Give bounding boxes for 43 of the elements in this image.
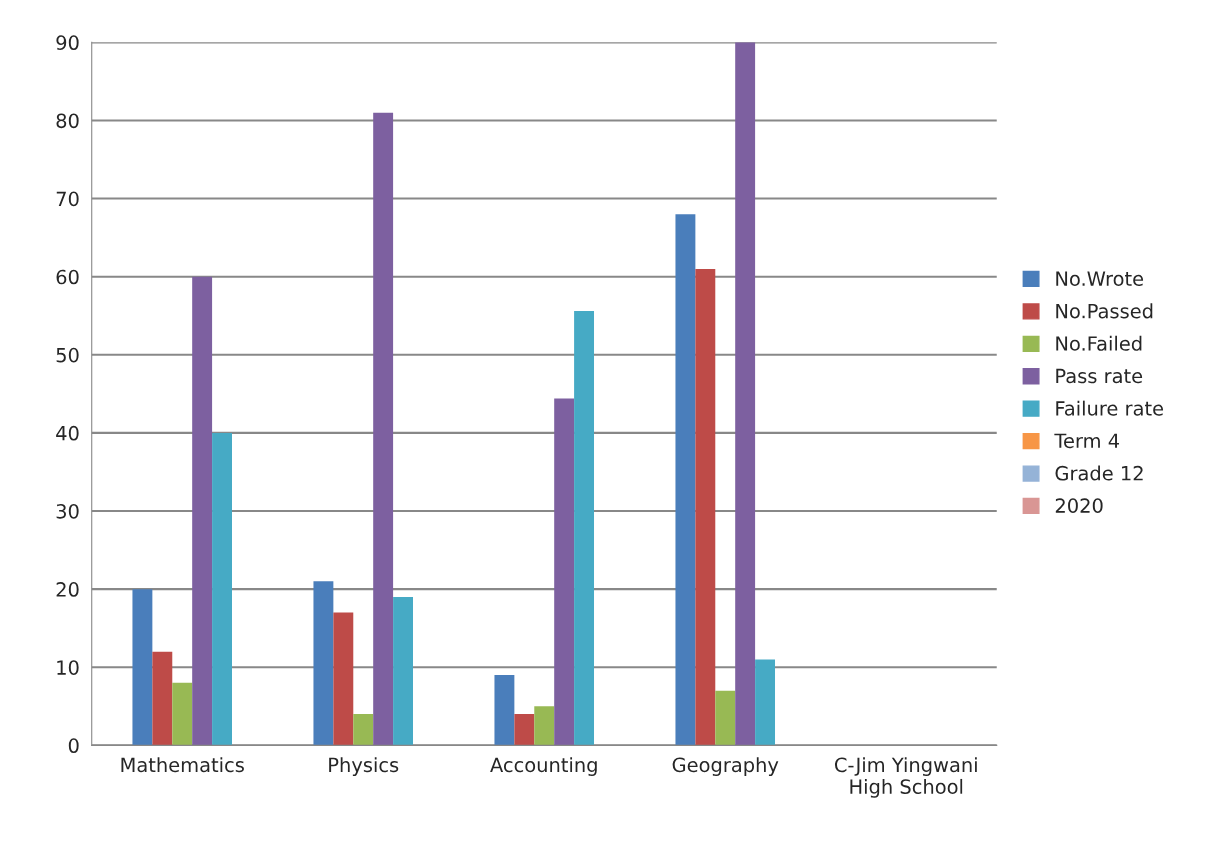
bar	[192, 276, 213, 746]
legend-label: No.Passed	[1056, 303, 1153, 319]
legend-label: No.Failed	[1056, 335, 1142, 351]
bar	[494, 675, 515, 746]
y-tick-label: 70	[56, 191, 79, 207]
y-tick-label: 50	[56, 347, 79, 363]
y-tick-label: 60	[56, 269, 79, 285]
bar	[172, 682, 193, 746]
bar	[695, 268, 716, 746]
bar	[574, 311, 595, 746]
bar	[313, 581, 334, 746]
bar	[675, 214, 696, 746]
legend-label: Failure rate	[1056, 400, 1164, 416]
x-tick-label: C-Jim Yingwani High School	[834, 757, 977, 798]
bar	[393, 596, 414, 746]
bar	[735, 42, 756, 746]
x-tick-label: Accounting	[490, 757, 597, 776]
bar	[373, 112, 394, 746]
y-tick-label: 10	[57, 660, 79, 675]
x-tick-label: Geography	[672, 757, 779, 776]
y-tick-label: 30	[56, 503, 79, 519]
legend-label: Pass rate	[1056, 368, 1143, 384]
bar	[212, 432, 232, 746]
legend-label: No.Wrote	[1056, 271, 1144, 286]
bar	[554, 398, 575, 746]
bar	[534, 706, 555, 746]
y-tick-label: 40	[56, 425, 79, 441]
bar	[755, 659, 776, 746]
legend-label: 2020	[1055, 498, 1103, 513]
bar	[132, 589, 153, 746]
legend-label: Grade 12	[1055, 465, 1143, 481]
bar	[715, 690, 736, 746]
y-tick-label: 80	[56, 113, 79, 129]
y-tick-label: 90	[56, 35, 79, 51]
y-tick-label: 0	[68, 738, 79, 754]
x-tick-label: Physics	[329, 757, 399, 776]
x-tick-label: Mathematics	[121, 757, 244, 773]
y-tick-label: 20	[56, 582, 79, 597]
bar	[152, 651, 173, 746]
bar	[514, 714, 535, 746]
bar	[333, 612, 354, 746]
legend-label: Term 4	[1054, 433, 1119, 449]
bar	[353, 714, 374, 746]
